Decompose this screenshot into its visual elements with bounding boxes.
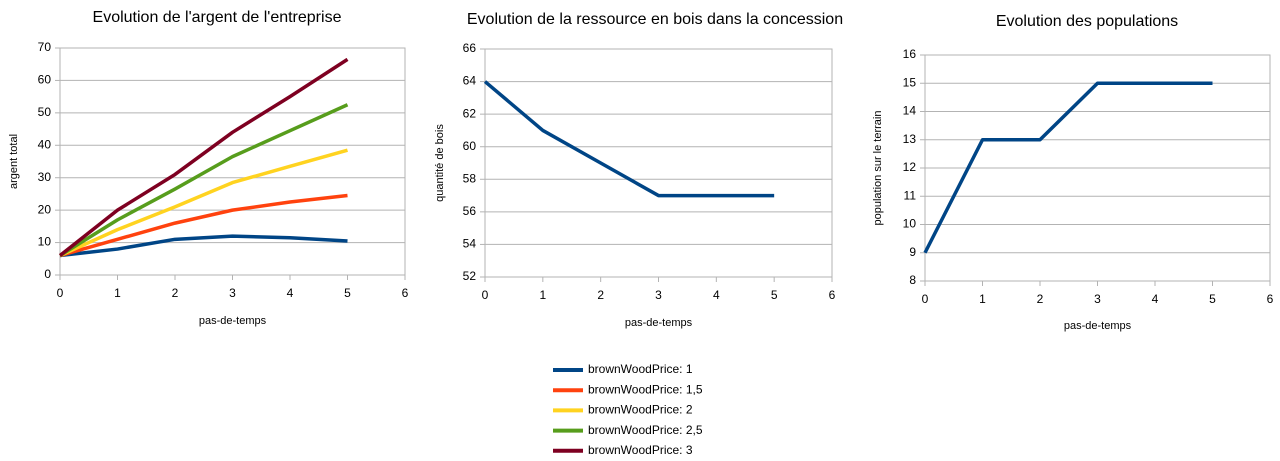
data-line (59, 234, 348, 258)
y-tick-label: 20 (38, 202, 52, 216)
data-line (58, 57, 349, 257)
x-axis-label: pas-de-temps (625, 317, 693, 329)
y-tick-label: 64 (463, 74, 477, 88)
x-axis-label: pas-de-temps (199, 315, 267, 327)
plot-area (484, 48, 833, 278)
y-tick-label: 8 (909, 273, 916, 287)
data-line (483, 80, 775, 198)
x-tick-label: 5 (1209, 292, 1216, 306)
x-tick-label: 3 (1094, 292, 1101, 306)
y-tick-label: 70 (38, 40, 52, 54)
y-tick-label: 13 (903, 132, 917, 146)
y-tick-label: 50 (38, 105, 52, 119)
x-tick-label: 5 (771, 288, 778, 302)
y-tick-label: 58 (463, 171, 477, 185)
x-tick-label: 6 (402, 286, 409, 300)
x-tick-label: 3 (655, 288, 662, 302)
y-tick-label: 54 (463, 237, 477, 251)
x-tick-label: 0 (482, 288, 489, 302)
chart-title: Evolution de la ressource en bois dans l… (467, 11, 843, 28)
chart-title: Evolution de l'argent de l'entreprise (93, 9, 342, 26)
x-tick-label: 1 (539, 288, 546, 302)
y-tick-label: 52 (463, 269, 477, 283)
y-tick-label: 14 (903, 104, 917, 118)
y-tick-label: 62 (463, 106, 477, 120)
y-tick-label: 56 (463, 204, 477, 218)
x-tick-label: 6 (829, 288, 836, 302)
legend-label: brownWoodPrice: 1,5 (588, 382, 703, 396)
x-tick-label: 0 (57, 286, 64, 300)
x-tick-label: 1 (114, 286, 121, 300)
legend-label: brownWoodPrice: 3 (588, 443, 693, 457)
x-tick-label: 2 (597, 288, 604, 302)
chart-title: Evolution des populations (996, 13, 1178, 30)
x-tick-label: 2 (1037, 292, 1044, 306)
y-tick-label: 0 (44, 267, 51, 281)
y-axis-label: argent total (8, 134, 20, 189)
y-tick-label: 11 (904, 188, 917, 202)
y-tick-label: 40 (38, 137, 52, 151)
y-tick-label: 9 (909, 245, 916, 259)
legend-label: brownWoodPrice: 2,5 (588, 423, 703, 437)
data-line (59, 103, 349, 258)
y-axis-label: quantité de bois (434, 124, 446, 202)
legend-label: brownWoodPrice: 1 (588, 362, 693, 376)
y-axis-label: population sur le terrain (872, 111, 884, 226)
y-tick-label: 30 (38, 170, 52, 184)
x-tick-label: 4 (713, 288, 720, 302)
y-tick-label: 16 (903, 47, 917, 61)
x-tick-label: 4 (287, 286, 294, 300)
x-tick-label: 6 (1267, 292, 1274, 306)
x-tick-label: 4 (1152, 292, 1159, 306)
x-tick-label: 5 (344, 286, 351, 300)
x-tick-label: 3 (229, 286, 236, 300)
y-tick-label: 12 (903, 160, 917, 174)
x-axis-label: pas-de-temps (1064, 320, 1132, 332)
x-tick-label: 1 (979, 292, 986, 306)
data-line (923, 81, 1213, 254)
x-tick-label: 0 (922, 292, 929, 306)
y-tick-label: 60 (463, 139, 477, 153)
y-tick-label: 10 (903, 217, 917, 231)
y-tick-label: 60 (38, 73, 52, 87)
y-tick-label: 10 (38, 235, 52, 249)
y-tick-label: 15 (903, 75, 917, 89)
legend-label: brownWoodPrice: 2 (588, 403, 693, 417)
data-line (59, 148, 348, 258)
x-tick-label: 2 (172, 286, 179, 300)
y-tick-label: 66 (463, 41, 477, 55)
data-line (59, 193, 348, 258)
